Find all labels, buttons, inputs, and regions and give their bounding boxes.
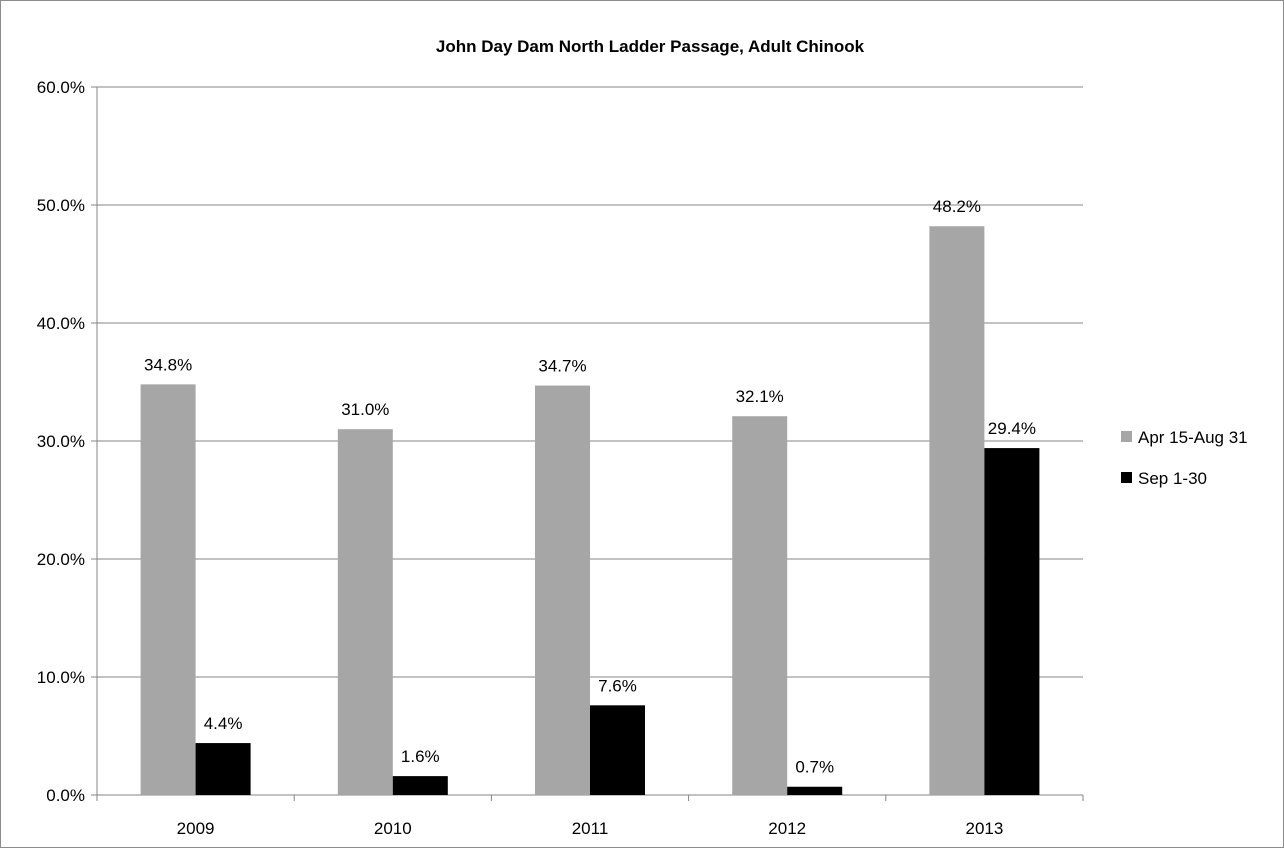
data-label-apr-15-aug-31-2012: 32.1% xyxy=(736,387,784,406)
y-tick-label-4: 40.0% xyxy=(37,314,85,333)
bar-sep-1-30-2011 xyxy=(590,705,645,795)
data-label-sep-1-30-2012: 0.7% xyxy=(795,758,834,777)
data-label-apr-15-aug-31-2010: 31.0% xyxy=(341,400,389,419)
y-tick-label-5: 50.0% xyxy=(37,196,85,215)
legend-label-1: Sep 1-30 xyxy=(1138,469,1207,488)
legend: Apr 15-Aug 31 Sep 1-30 xyxy=(1121,428,1248,488)
legend-swatch-1 xyxy=(1121,472,1132,483)
y-tick-label-0: 0.0% xyxy=(46,786,85,805)
x-tick-label-2012: 2012 xyxy=(768,819,806,838)
data-label-sep-1-30-2011: 7.6% xyxy=(598,676,637,695)
bar-apr-15-aug-31-2009 xyxy=(140,384,196,795)
x-tick-label-2009: 2009 xyxy=(177,819,215,838)
y-tick-label-6: 60.0% xyxy=(37,78,85,97)
legend-swatch-0 xyxy=(1121,431,1132,442)
data-label-apr-15-aug-31-2013: 48.2% xyxy=(933,197,981,216)
bar-sep-1-30-2010 xyxy=(392,776,448,795)
data-label-apr-15-aug-31-2009: 34.8% xyxy=(144,355,192,374)
bar-sep-1-30-2013 xyxy=(984,448,1040,795)
data-labels: 34.8% 4.4% 31.0% 1.6% 34.7% 7.6% 32.1% 0.7% 48.2… xyxy=(144,197,1036,777)
data-label-apr-15-aug-31-2011: 34.7% xyxy=(538,357,586,376)
chart-title: John Day Dam North Ladder Passage, Adult… xyxy=(436,37,865,56)
bar-apr-15-aug-31-2012 xyxy=(732,416,788,795)
bar-apr-15-aug-31-2010 xyxy=(337,429,393,795)
bar-apr-15-aug-31-2011 xyxy=(535,385,590,795)
bar-apr-15-aug-31-2013 xyxy=(929,226,985,796)
x-tick-label-2013: 2013 xyxy=(965,819,1003,838)
bar-sep-1-30-2009 xyxy=(195,743,251,795)
data-label-sep-1-30-2009: 4.4% xyxy=(204,714,243,733)
bars xyxy=(140,226,1040,796)
data-label-sep-1-30-2013: 29.4% xyxy=(988,419,1036,438)
data-label-sep-1-30-2010: 1.6% xyxy=(401,747,440,766)
x-tick-label-2011: 2011 xyxy=(572,819,609,838)
bar-sep-1-30-2012 xyxy=(787,786,843,795)
legend-label-0: Apr 15-Aug 31 xyxy=(1138,428,1248,447)
x-tick-label-2010: 2010 xyxy=(374,819,412,838)
y-tick-label-3: 30.0% xyxy=(37,432,85,451)
y-tick-label-1: 10.0% xyxy=(37,668,85,687)
y-tick-label-2: 20.0% xyxy=(37,550,85,569)
